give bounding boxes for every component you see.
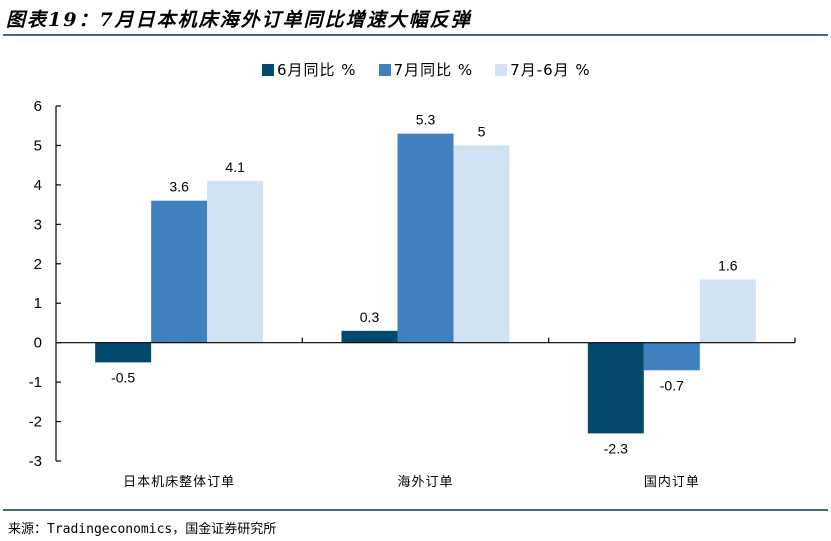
bar	[397, 133, 454, 343]
bar	[207, 180, 264, 343]
top-divider	[3, 34, 828, 36]
y-tick-label: 3	[34, 216, 42, 233]
legend-label: 7月同比 %	[393, 61, 474, 79]
bar	[95, 342, 152, 363]
data-label: 1.6	[718, 258, 738, 274]
legend-swatch-icon	[378, 63, 391, 76]
y-tick-label: -3	[29, 453, 42, 470]
y-tick-label: -2	[29, 414, 42, 431]
bar	[699, 279, 756, 343]
category-label: 国内订单	[644, 474, 700, 489]
data-label: -0.5	[111, 369, 135, 385]
bar	[643, 342, 700, 371]
legend-label: 6月同比 %	[277, 61, 357, 79]
axes-group: 6 5 4 3 2 1 0 -1 -2 -3	[29, 98, 796, 470]
bar	[341, 330, 398, 343]
legend: 6月同比 % 7月同比 % 7月-6月 %	[262, 59, 613, 80]
legend-swatch-icon	[495, 63, 508, 76]
y-tick-label: 5	[34, 137, 42, 154]
data-label: -0.7	[660, 377, 684, 393]
legend-item-june-yoy: 6月同比 %	[262, 59, 357, 80]
category-label: 海外订单	[397, 474, 453, 489]
bar	[453, 145, 510, 343]
y-tick-label: 4	[34, 177, 42, 194]
data-label: 5.3	[416, 112, 436, 128]
data-label: 3.6	[169, 179, 189, 195]
data-label: 0.3	[360, 309, 380, 325]
legend-item-july-minus-june: 7月-6月 %	[495, 59, 591, 80]
data-label: 4.1	[225, 159, 245, 175]
bars-group	[95, 133, 756, 434]
category-label: 日本机床整体订单	[123, 474, 235, 489]
bar	[587, 342, 644, 434]
bar	[151, 200, 208, 343]
legend-item-july-yoy: 7月同比 %	[378, 59, 474, 80]
y-tick-label: -1	[29, 374, 42, 391]
chart-title: 图表19：7月日本机床海外订单同比增速大幅反弹	[6, 9, 472, 31]
data-label: -2.3	[604, 440, 628, 456]
legend-swatch-icon	[262, 63, 274, 76]
y-tick-label: 2	[34, 256, 42, 273]
y-tick-label: 0	[34, 335, 42, 352]
y-tick-label: 1	[34, 295, 42, 312]
source-note: 来源：Tradingeconomics，国金证券研究所	[8, 522, 277, 537]
labels-group: -0.5 3.6 4.1 日本机床整体订单 0.3 5.3 5 海外订单 -2.3 -0.7 1.6…	[111, 112, 738, 489]
data-label: 5	[478, 123, 486, 139]
bottom-divider	[3, 509, 828, 511]
legend-label: 7月-6月 %	[510, 61, 591, 79]
y-tick-label: 6	[34, 98, 42, 115]
